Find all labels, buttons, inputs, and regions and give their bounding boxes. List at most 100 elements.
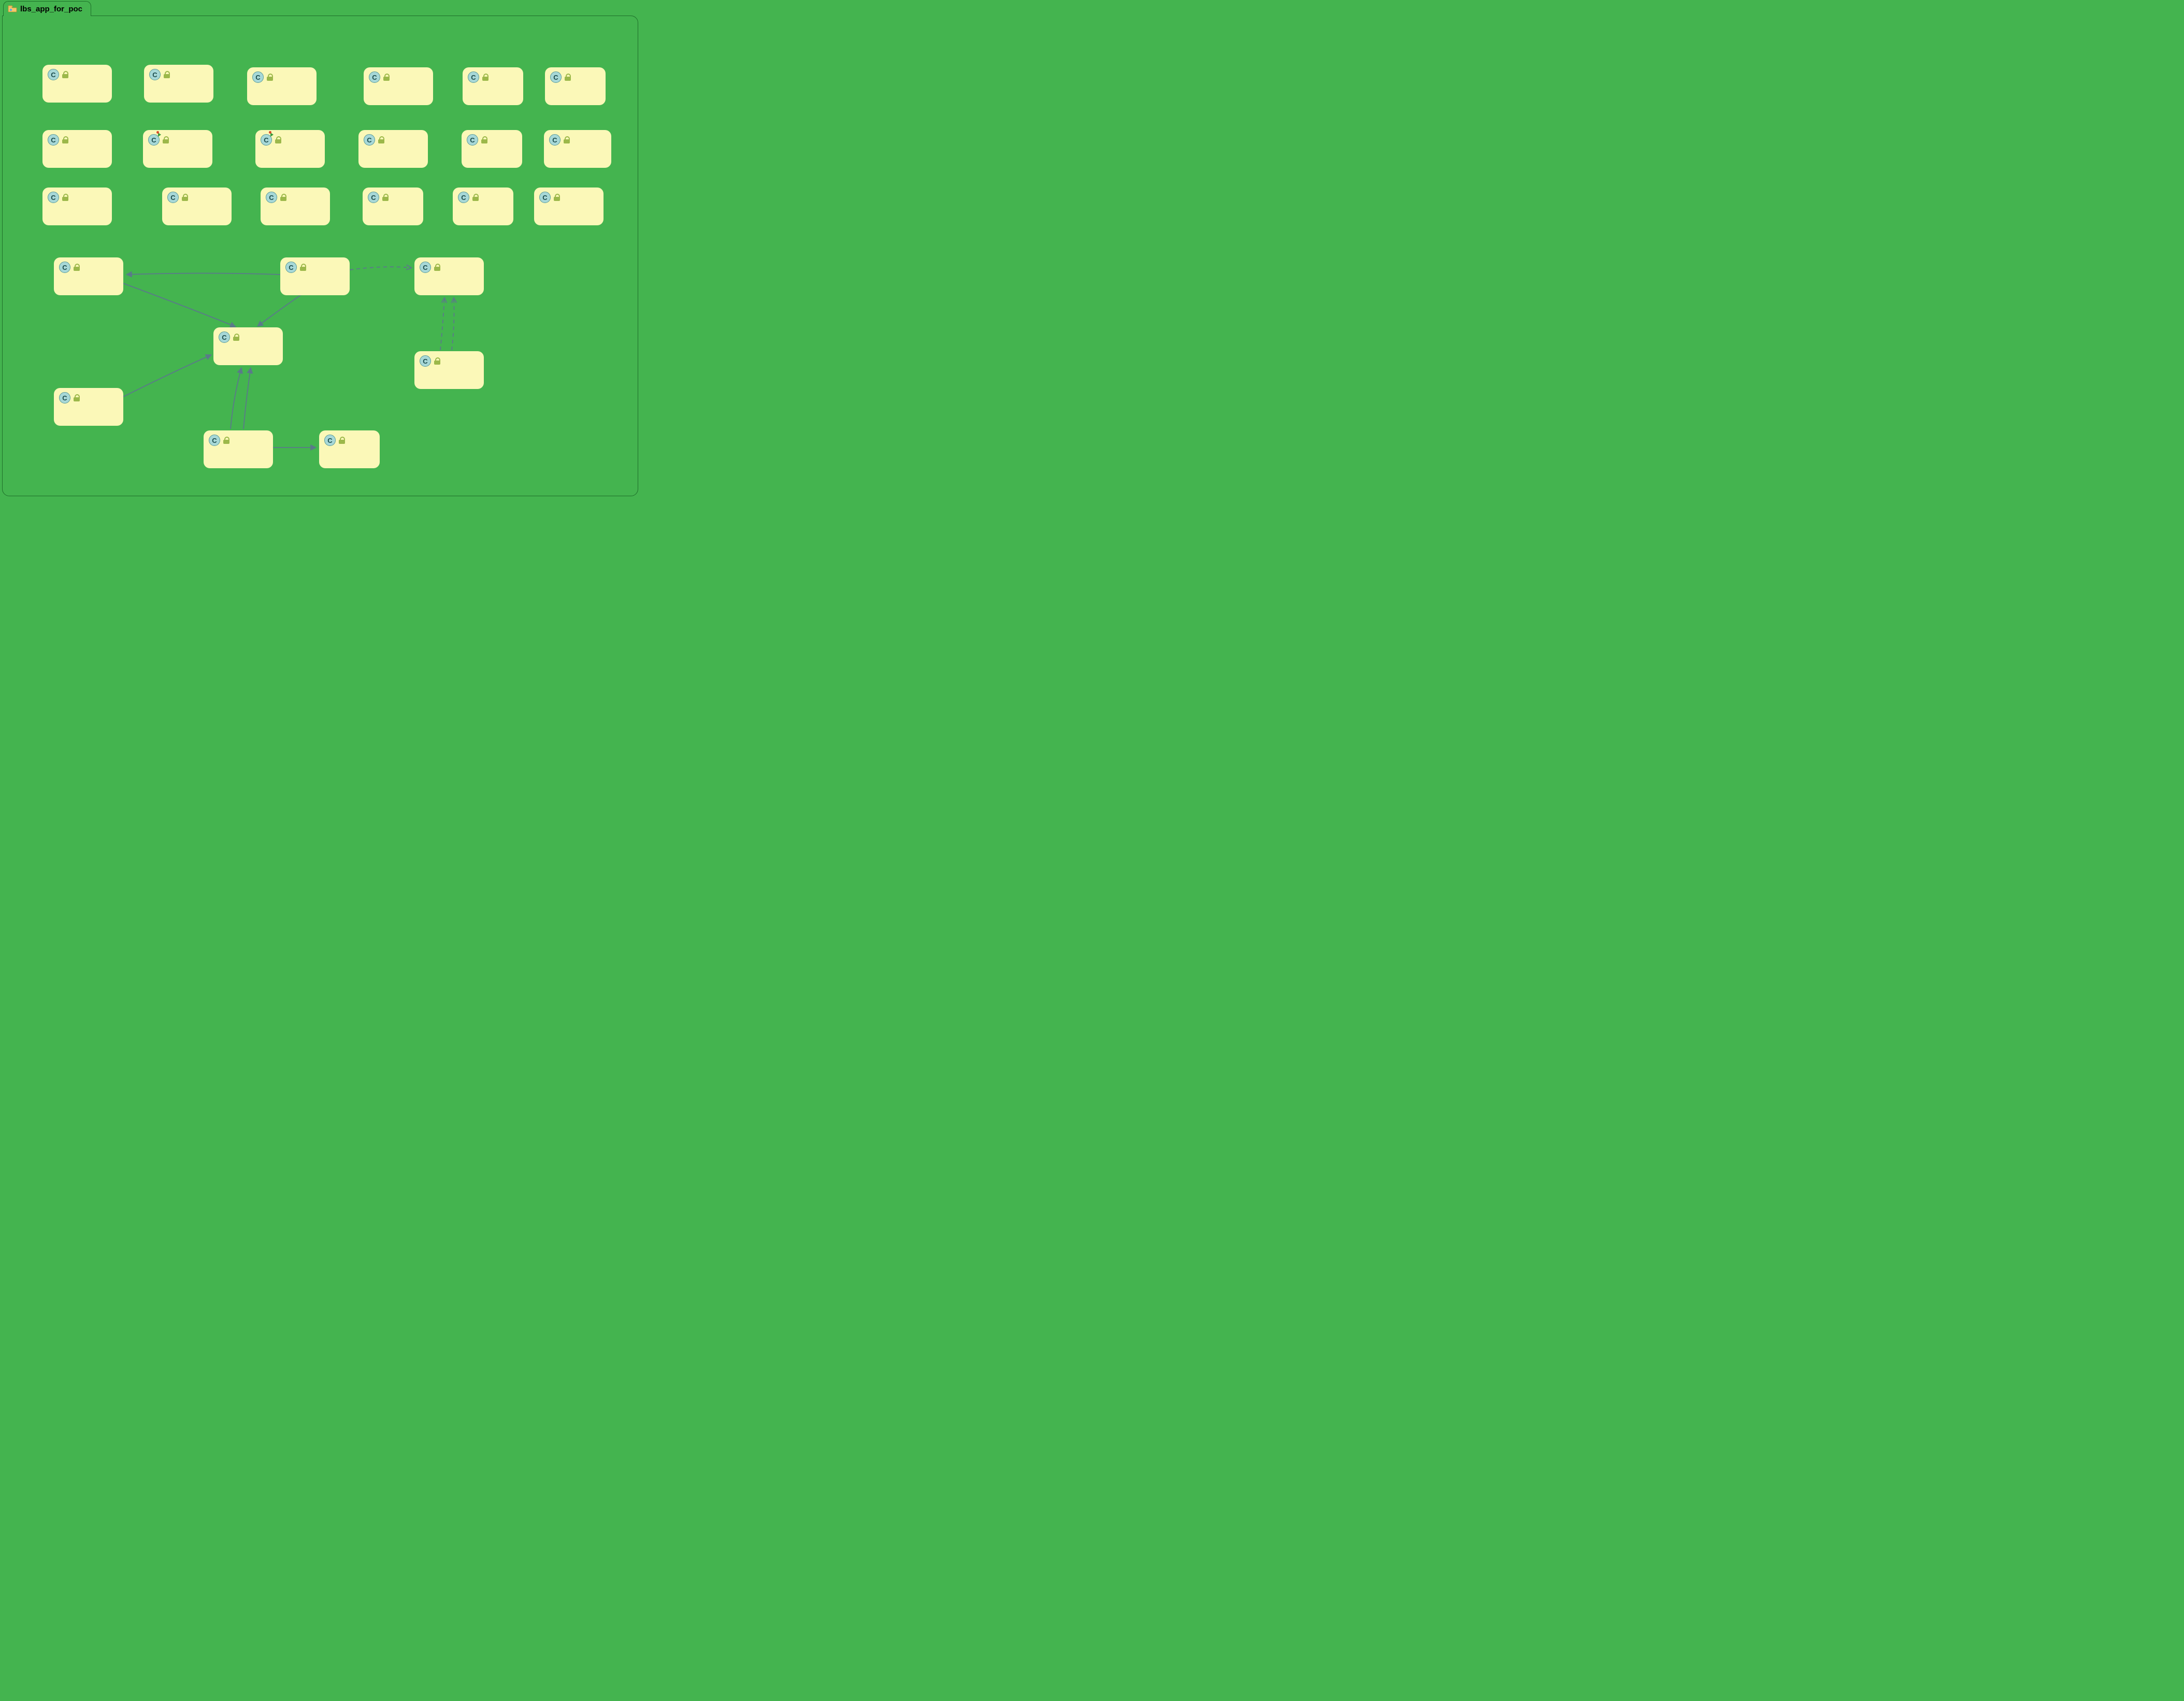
class-badge-icon: C — [468, 71, 479, 83]
class-badge-icon: C — [550, 71, 562, 83]
class-badge-icon: C — [458, 192, 469, 203]
node-icons: C — [420, 262, 440, 273]
class-badge-icon: C — [252, 71, 264, 83]
node-icons: C — [209, 435, 229, 446]
unlock-icon — [383, 74, 390, 81]
class-badge-icon: C — [420, 262, 431, 273]
unlock-icon — [434, 264, 440, 271]
unlock-icon — [339, 437, 345, 444]
node-icons: C — [148, 134, 169, 146]
test-overlay-icon — [155, 133, 161, 139]
node-icons: C — [364, 134, 384, 146]
unlock-icon — [472, 194, 479, 201]
unlock-icon — [481, 136, 487, 143]
test-overlay-icon — [267, 133, 274, 139]
diagram-canvas: lbs_app_for_poc C C C C C C C C C C C C C C C C C C C C C C C C… — [0, 0, 640, 498]
unlock-icon — [62, 71, 68, 78]
unlock-icon — [565, 74, 571, 81]
unlock-icon — [182, 194, 188, 201]
class-badge-icon: C — [167, 192, 179, 203]
node-icons: C — [550, 71, 571, 83]
unlock-icon — [267, 74, 273, 81]
node-icons: C — [266, 192, 286, 203]
class-badge-icon: C — [59, 262, 70, 273]
class-node[interactable]: C — [144, 65, 213, 103]
node-icons: C — [261, 134, 281, 146]
class-node[interactable]: C — [255, 130, 325, 168]
class-node[interactable]: C — [544, 130, 611, 168]
class-node[interactable]: C — [453, 188, 513, 225]
node-icons: C — [420, 355, 440, 367]
class-node[interactable]: C — [363, 188, 423, 225]
class-badge-icon: C — [219, 331, 230, 343]
class-badge-icon: C — [369, 71, 380, 83]
class-node[interactable]: C — [213, 327, 283, 365]
class-badge-icon: C — [467, 134, 478, 146]
class-node[interactable]: C — [42, 188, 112, 225]
unlock-icon — [74, 394, 80, 401]
node-icons: C — [539, 192, 560, 203]
class-badge-icon: C — [48, 134, 59, 146]
class-badge-icon: C — [59, 392, 70, 403]
class-node[interactable]: C — [462, 130, 522, 168]
class-node[interactable]: C — [364, 67, 433, 105]
node-icons: C — [324, 435, 345, 446]
class-badge-icon: C — [209, 435, 220, 446]
node-icons: C — [285, 262, 306, 273]
class-node[interactable]: C — [545, 67, 606, 105]
unlock-icon — [62, 136, 68, 143]
class-node[interactable]: C — [54, 388, 123, 426]
class-node[interactable]: C — [42, 130, 112, 168]
class-badge-icon: C — [149, 69, 161, 80]
node-icons: C — [368, 192, 389, 203]
class-badge-icon: C — [48, 192, 59, 203]
node-icons: C — [149, 69, 170, 80]
unlock-icon — [564, 136, 570, 143]
unlock-icon — [482, 74, 488, 81]
class-badge-icon: C — [364, 134, 375, 146]
class-node[interactable]: C — [42, 65, 112, 103]
unlock-icon — [280, 194, 286, 201]
class-node[interactable]: C — [414, 257, 484, 295]
node-icons: C — [252, 71, 273, 83]
unlock-icon — [434, 357, 440, 365]
unlock-icon — [164, 71, 170, 78]
class-node[interactable]: C — [414, 351, 484, 389]
unlock-icon — [233, 334, 239, 341]
class-badge-icon: C — [48, 69, 59, 80]
node-icons: C — [458, 192, 479, 203]
class-badge-icon: C — [549, 134, 561, 146]
class-node[interactable]: C — [463, 67, 523, 105]
node-icons: C — [369, 71, 390, 83]
package-tab-label: lbs_app_for_poc — [20, 5, 82, 13]
class-badge-icon: C — [539, 192, 551, 203]
class-node[interactable]: C — [319, 430, 380, 468]
unlock-icon — [62, 194, 68, 201]
unlock-icon — [554, 194, 560, 201]
class-node[interactable]: C — [358, 130, 428, 168]
node-icons: C — [468, 71, 488, 83]
class-badge-icon: C — [420, 355, 431, 367]
class-node[interactable]: C — [261, 188, 330, 225]
unlock-icon — [163, 136, 169, 143]
class-badge-icon: C — [324, 435, 336, 446]
class-badge-icon: C — [285, 262, 297, 273]
class-node[interactable]: C — [247, 67, 317, 105]
class-node[interactable]: C — [143, 130, 212, 168]
class-node[interactable]: C — [280, 257, 350, 295]
node-icons: C — [59, 262, 80, 273]
unlock-icon — [378, 136, 384, 143]
node-icons: C — [48, 69, 68, 80]
class-node[interactable]: C — [534, 188, 604, 225]
class-node[interactable]: C — [54, 257, 123, 295]
node-icons: C — [48, 134, 68, 146]
class-node[interactable]: C — [204, 430, 273, 468]
node-icons: C — [467, 134, 487, 146]
node-icons: C — [167, 192, 188, 203]
unlock-icon — [74, 264, 80, 271]
class-node[interactable]: C — [162, 188, 232, 225]
node-icons: C — [549, 134, 570, 146]
unlock-icon — [382, 194, 389, 201]
unlock-icon — [223, 437, 229, 444]
unlock-icon — [275, 136, 281, 143]
